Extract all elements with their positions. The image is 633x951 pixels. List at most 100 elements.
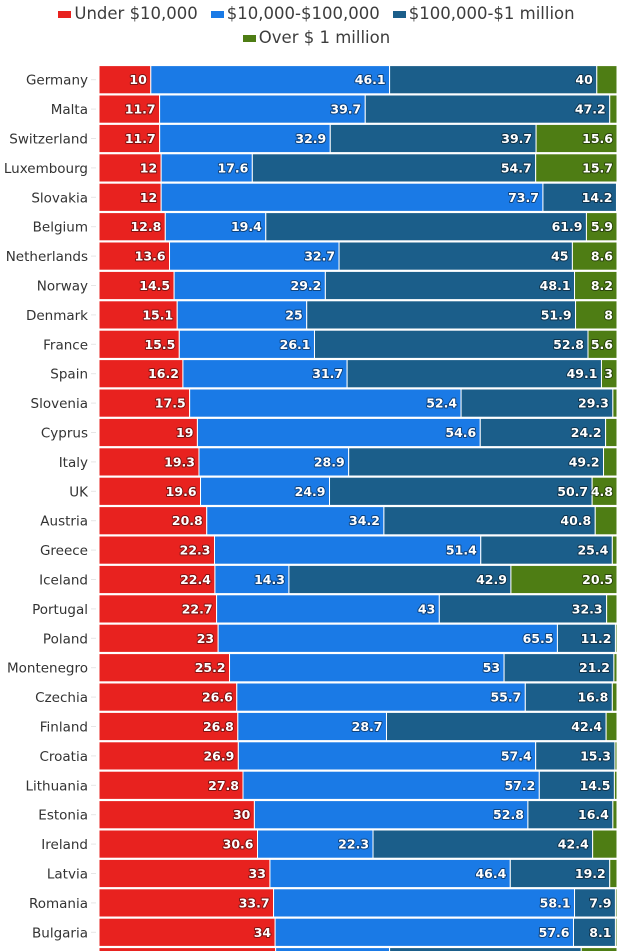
bar-segment[interactable]: [160, 182, 544, 212]
bar-segment[interactable]: [98, 241, 171, 271]
bar-segment[interactable]: [98, 359, 184, 389]
bar-segment[interactable]: [535, 741, 616, 771]
bar-segment[interactable]: [614, 623, 618, 653]
bar-segment[interactable]: [313, 329, 589, 359]
bar-segment[interactable]: [214, 535, 482, 565]
bar-segment[interactable]: [575, 300, 618, 330]
bar-segment[interactable]: [574, 270, 618, 301]
bar-segment[interactable]: [196, 417, 481, 448]
bar-segment[interactable]: [329, 123, 537, 154]
bar-segment[interactable]: [574, 888, 616, 918]
bar-segment[interactable]: [98, 300, 178, 330]
bar-segment[interactable]: [329, 476, 593, 506]
bar-segment[interactable]: [605, 417, 618, 448]
bar-segment[interactable]: [603, 447, 618, 477]
bar-segment[interactable]: [611, 682, 618, 712]
bar-segment[interactable]: [98, 594, 218, 624]
bar-segment[interactable]: [273, 888, 576, 918]
bar-segment[interactable]: [169, 241, 340, 271]
bar-segment[interactable]: [98, 506, 208, 536]
bar-segment[interactable]: [571, 241, 618, 271]
bar-segment[interactable]: [596, 65, 618, 95]
bar-segment[interactable]: [614, 888, 618, 918]
bar-segment[interactable]: [98, 711, 239, 742]
bar-segment[interactable]: [338, 241, 573, 271]
bar-segment[interactable]: [98, 153, 162, 183]
bar-segment[interactable]: [98, 917, 276, 947]
bar-segment[interactable]: [542, 182, 617, 212]
bar-segment[interactable]: [98, 770, 244, 800]
bar-segment[interactable]: [98, 182, 162, 212]
bar-segment[interactable]: [572, 917, 616, 947]
bar-segment[interactable]: [609, 94, 618, 124]
bar-segment[interactable]: [613, 653, 618, 683]
bar-segment[interactable]: [265, 212, 587, 242]
bar-segment[interactable]: [510, 564, 618, 595]
bar-segment[interactable]: [611, 535, 618, 565]
bar-segment[interactable]: [98, 682, 238, 712]
bar-segment[interactable]: [538, 770, 615, 800]
bar-segment[interactable]: [606, 594, 618, 624]
bar-segment[interactable]: [242, 770, 540, 800]
legend-item[interactable]: Under $10,000: [58, 2, 198, 26]
bar-segment[interactable]: [229, 653, 505, 683]
bar-segment[interactable]: [178, 329, 315, 359]
bar-segment[interactable]: [438, 594, 608, 624]
bar-segment[interactable]: [159, 123, 331, 154]
legend-item[interactable]: $10,000-$100,000: [210, 2, 380, 26]
bar-segment[interactable]: [251, 153, 537, 183]
bar-segment[interactable]: [198, 447, 350, 477]
bar-segment[interactable]: [612, 388, 618, 418]
bar-segment[interactable]: [346, 359, 602, 389]
bar-segment[interactable]: [385, 711, 607, 742]
bar-segment[interactable]: [524, 682, 613, 712]
bar-segment[interactable]: [98, 212, 166, 242]
bar-segment[interactable]: [594, 506, 618, 536]
bar-segment[interactable]: [236, 682, 526, 712]
bar-segment[interactable]: [556, 623, 616, 653]
bar-segment[interactable]: [150, 65, 391, 95]
bar-segment[interactable]: [98, 447, 200, 477]
bar-segment[interactable]: [612, 800, 618, 830]
bar-segment[interactable]: [613, 770, 618, 800]
bar-segment[interactable]: [98, 270, 175, 301]
bar-segment[interactable]: [306, 300, 577, 330]
bar-segment[interactable]: [585, 212, 618, 242]
bar-segment[interactable]: [503, 653, 615, 683]
bar-segment[interactable]: [98, 535, 216, 565]
bar-segment[interactable]: [600, 359, 618, 389]
bar-segment[interactable]: [216, 594, 440, 624]
bar-segment[interactable]: [98, 476, 202, 506]
legend-item[interactable]: Over $ 1 million: [242, 26, 390, 50]
bar-segment[interactable]: [176, 300, 308, 330]
bar-segment[interactable]: [200, 476, 331, 506]
bar-segment[interactable]: [615, 182, 618, 212]
bar-segment[interactable]: [98, 741, 239, 771]
bar-segment[interactable]: [605, 711, 618, 742]
bar-segment[interactable]: [348, 447, 605, 477]
bar-segment[interactable]: [535, 123, 618, 154]
bar-segment[interactable]: [460, 388, 614, 418]
bar-segment[interactable]: [372, 829, 594, 859]
bar-segment[interactable]: [164, 212, 267, 242]
bar-segment[interactable]: [217, 623, 558, 653]
bar-segment[interactable]: [288, 564, 512, 595]
bar-segment[interactable]: [98, 65, 152, 95]
bar-segment[interactable]: [206, 506, 385, 536]
bar-segment[interactable]: [591, 476, 618, 506]
bar-segment[interactable]: [182, 359, 348, 389]
bar-segment[interactable]: [364, 94, 611, 124]
bar-segment[interactable]: [253, 800, 529, 830]
bar-segment[interactable]: [479, 417, 607, 448]
bar-segment[interactable]: [98, 653, 231, 683]
bar-segment[interactable]: [189, 388, 462, 418]
bar-segment[interactable]: [98, 829, 259, 859]
bar-segment[interactable]: [98, 388, 191, 418]
bar-segment[interactable]: [98, 329, 180, 359]
bar-segment[interactable]: [98, 800, 255, 830]
bar-segment[interactable]: [237, 711, 387, 742]
bar-segment[interactable]: [614, 917, 618, 947]
bar-segment[interactable]: [609, 858, 618, 889]
bar-segment[interactable]: [98, 858, 271, 889]
bar-segment[interactable]: [535, 153, 618, 183]
